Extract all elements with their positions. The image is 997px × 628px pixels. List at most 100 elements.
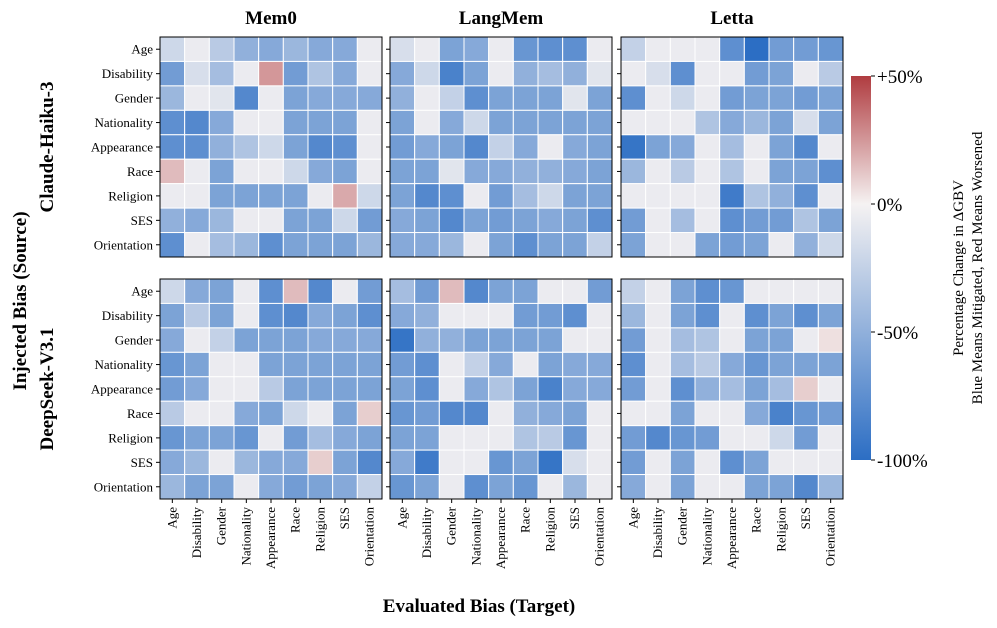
heatmap-cell: [463, 278, 490, 304]
heatmap-cell: [512, 158, 539, 185]
heatmap-cell: [512, 474, 539, 500]
panel-deepseek-v3-1-letta: [617, 278, 844, 503]
heatmap-cell: [645, 134, 671, 160]
y-tick-label: Race: [127, 406, 153, 421]
heatmap-cell: [562, 109, 588, 136]
heatmap-cell: [793, 351, 819, 378]
heatmap-cell: [488, 327, 514, 353]
heatmap-cell: [463, 36, 490, 62]
heatmap-cell: [159, 85, 186, 111]
heatmap-cell: [562, 327, 588, 353]
heatmap-cell: [768, 400, 795, 427]
y-tick-label: Nationality: [95, 357, 154, 372]
heatmap-cell: [586, 278, 613, 304]
heatmap-cell: [669, 400, 696, 427]
heatmap-cell: [817, 425, 844, 451]
heatmap-cell: [438, 158, 465, 185]
heatmap-cell: [793, 60, 819, 87]
heatmap-cell: [694, 158, 721, 185]
heatmap-cell: [208, 207, 235, 234]
heatmap-cell: [620, 109, 647, 136]
heatmap-cell: [793, 302, 819, 329]
heatmap-cell: [438, 134, 465, 160]
heatmap-cell: [669, 158, 696, 185]
heatmap-cell: [184, 109, 210, 136]
heatmap-cell: [743, 158, 770, 185]
heatmap-cell: [389, 376, 416, 402]
heatmap-cell: [233, 109, 260, 136]
heatmap-cell: [159, 351, 186, 378]
heatmap-cell: [159, 183, 186, 209]
heatmap-cell: [793, 425, 819, 451]
heatmap-cell: [793, 183, 819, 209]
heatmap-cell: [332, 474, 358, 500]
heatmap-cell: [669, 183, 696, 209]
heatmap-cell: [562, 158, 588, 185]
heatmap-cell: [208, 60, 235, 87]
heatmap-cell: [233, 85, 260, 111]
heatmap-cell: [184, 158, 210, 185]
heatmap-cell: [332, 183, 358, 209]
heatmap-cell: [817, 302, 844, 329]
heatmap-cell: [817, 400, 844, 427]
heatmap-cell: [438, 351, 465, 378]
heatmap-cell: [307, 327, 334, 353]
heatmap-cell: [537, 232, 564, 258]
x-axis-label: Evaluated Bias (Target): [383, 596, 575, 617]
heatmap-cell: [586, 36, 613, 62]
heatmap-cell: [488, 351, 514, 378]
heatmap-cell: [463, 425, 490, 451]
heatmap-cell: [258, 232, 284, 258]
heatmap-cell: [258, 302, 284, 329]
heatmap-cell: [463, 85, 490, 111]
heatmap-cell: [332, 425, 358, 451]
heatmap-cell: [743, 474, 770, 500]
heatmap-cell: [694, 351, 721, 378]
heatmap-cell: [562, 474, 588, 500]
heatmap-cell: [512, 60, 539, 87]
heatmap-cell: [332, 36, 358, 62]
heatmap-panels: [156, 36, 844, 503]
heatmap-cell: [817, 351, 844, 378]
heatmap-cell: [208, 425, 235, 451]
heatmap-cell: [307, 376, 334, 402]
heatmap-cell: [282, 400, 309, 427]
heatmap-cell: [356, 158, 383, 185]
heatmap-cell: [414, 425, 440, 451]
heatmap-cell: [694, 302, 721, 329]
heatmap-cell: [620, 85, 647, 111]
heatmap-cell: [258, 60, 284, 87]
heatmap-cell: [307, 302, 334, 329]
heatmap-cell: [620, 232, 647, 258]
heatmap-cell: [743, 278, 770, 304]
heatmap-cell: [645, 425, 671, 451]
heatmap-cell: [356, 232, 383, 258]
heatmap-cell: [159, 278, 186, 304]
heatmap-cell: [184, 232, 210, 258]
heatmap-cell: [817, 278, 844, 304]
heatmap-cell: [719, 109, 745, 136]
heatmap-cell: [768, 232, 795, 258]
heatmap-cell: [620, 425, 647, 451]
heatmap-cell: [512, 109, 539, 136]
colorbar-gradient: [851, 76, 871, 460]
heatmap-cell: [488, 60, 514, 87]
heatmap-cell: [768, 376, 795, 402]
heatmap-cell: [282, 376, 309, 402]
heatmap-cell: [488, 425, 514, 451]
heatmap-cell: [414, 351, 440, 378]
heatmap-cell: [208, 278, 235, 304]
heatmap-cell: [793, 376, 819, 402]
heatmap-cell: [669, 134, 696, 160]
heatmap-cell: [438, 302, 465, 329]
heatmap-cell: [586, 207, 613, 234]
heatmap-cell: [414, 36, 440, 62]
heatmap-cell: [488, 232, 514, 258]
heatmap-cell: [282, 158, 309, 185]
x-tick-label: Appearance: [263, 507, 278, 569]
heatmap-cell: [768, 85, 795, 111]
heatmap-cell: [233, 134, 260, 160]
x-tick-label: Gender: [444, 506, 459, 545]
heatmap-cell: [184, 327, 210, 353]
heatmap-cell: [159, 207, 186, 234]
